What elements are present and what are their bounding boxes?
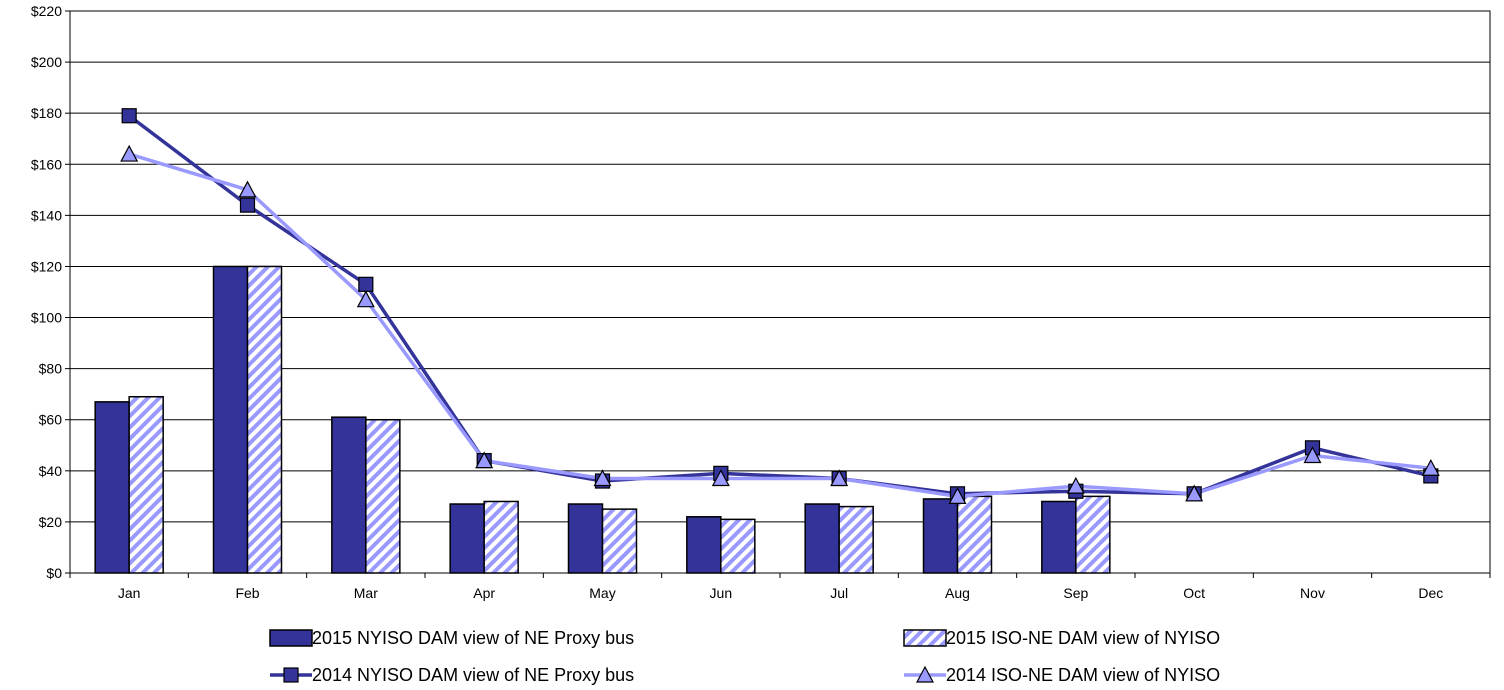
bar [567, 503, 604, 574]
legend-swatch [269, 629, 313, 647]
bar [1041, 500, 1077, 574]
triangle-marker [1066, 476, 1085, 494]
bar [94, 401, 130, 574]
bar [365, 418, 401, 574]
square-marker [239, 197, 256, 213]
legend-label: 2015 ISO-NE DAM view of NYISO [946, 628, 1220, 648]
bar [956, 495, 993, 574]
triangle-marker [830, 469, 849, 487]
triangle-marker [475, 451, 494, 469]
y-tick-label: $100 [31, 310, 62, 326]
y-tick-label: $60 [39, 412, 63, 428]
x-tick-label: May [589, 585, 615, 601]
legend-label: 2014 ISO-NE DAM view of NYISO [946, 665, 1220, 685]
bars [94, 265, 1111, 574]
lines [120, 108, 1440, 504]
x-tick-label: Jul [830, 585, 848, 601]
y-axis: $0 $20 $40 $60 $80 $100 $120 $140 $160 $180 $200 $2… [31, 3, 70, 581]
x-axis: Jan Feb Mar Apr May Jun Jul Aug Sep Oct Nov Dec [69, 573, 1491, 601]
x-tick-label: Nov [1300, 585, 1325, 601]
triangle-marker [1421, 458, 1440, 476]
series-line [128, 152, 1432, 499]
x-tick-label: Oct [1183, 585, 1205, 601]
bar [922, 498, 959, 574]
triangle-marker [120, 144, 139, 162]
y-tick-label: $220 [31, 3, 62, 19]
legend-label: 2014 NYISO DAM view of NE Proxy bus [312, 665, 634, 685]
bar [804, 503, 840, 574]
bar [720, 518, 756, 574]
y-tick-label: $80 [39, 361, 63, 377]
square-marker [358, 276, 374, 292]
series-line [128, 114, 1432, 496]
legend-label: 2015 NYISO DAM view of NE Proxy bus [312, 628, 634, 648]
y-tick-label: $200 [31, 54, 62, 70]
legend-triangle-marker [916, 665, 934, 683]
y-tick-label: $120 [31, 258, 62, 274]
triangle-marker [711, 469, 730, 487]
legend: 2015 NYISO DAM view of NE Proxy bus 2015 … [269, 628, 1220, 685]
legend-square-marker [283, 667, 299, 683]
y-tick-label: $40 [39, 463, 63, 479]
bar [128, 395, 164, 574]
x-tick-label: Sep [1063, 585, 1088, 601]
x-tick-label: Jun [710, 585, 733, 601]
x-tick-label: Dec [1418, 585, 1443, 601]
y-tick-label: $140 [31, 207, 62, 223]
gridlines [69, 10, 1491, 574]
triangle-marker [1303, 446, 1322, 464]
plot-area-border [69, 10, 1491, 574]
x-tick-label: Jan [118, 585, 141, 601]
bar [449, 503, 485, 574]
bar [331, 416, 367, 574]
bar [212, 265, 249, 574]
triangle-marker [356, 290, 375, 308]
bar [246, 265, 283, 574]
bar [686, 516, 722, 574]
triangle-marker [238, 180, 257, 198]
y-tick-label: $160 [31, 156, 62, 172]
y-tick-label: $20 [39, 514, 63, 530]
x-tick-label: Feb [235, 585, 259, 601]
triangle-marker [593, 469, 612, 487]
x-tick-label: Aug [945, 585, 970, 601]
triangle-marker [1185, 484, 1204, 502]
bar [601, 508, 638, 574]
bar [838, 505, 874, 574]
bar [483, 500, 519, 574]
bar [1075, 495, 1111, 574]
square-marker [121, 108, 137, 124]
x-tick-label: Apr [473, 585, 495, 601]
y-tick-label: $180 [31, 105, 62, 121]
triangle-marker [948, 487, 967, 504]
y-tick-label: $0 [46, 565, 62, 581]
x-tick-label: Mar [354, 585, 378, 601]
legend-swatch [903, 629, 947, 647]
